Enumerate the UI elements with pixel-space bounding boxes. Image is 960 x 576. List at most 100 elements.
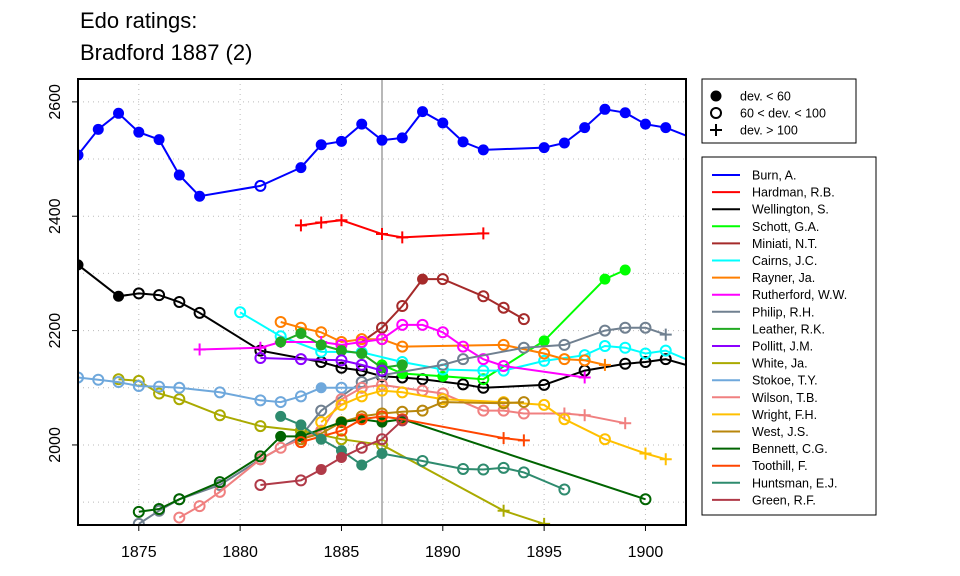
series-line bbox=[199, 323, 585, 379]
data-point-open bbox=[619, 357, 632, 370]
data-point-plus bbox=[254, 341, 267, 354]
plot-frame bbox=[77, 78, 687, 526]
data-point-open bbox=[639, 493, 652, 506]
axes: 1875 1880 1885 1890 1895 1900 2000 2200 2400 2600 bbox=[47, 84, 663, 561]
series-legend-label: Huntsman, E.J. bbox=[752, 476, 837, 490]
data-point-filled bbox=[315, 433, 327, 445]
data-point-open bbox=[558, 338, 571, 351]
data-point-filled bbox=[538, 335, 550, 347]
data-point-open bbox=[78, 371, 84, 384]
data-point-open bbox=[619, 341, 632, 354]
series-line bbox=[178, 383, 626, 519]
series-2 bbox=[78, 259, 686, 394]
data-point-open bbox=[254, 179, 267, 192]
data-point-filled bbox=[619, 264, 631, 276]
data-point-plus bbox=[294, 219, 307, 232]
data-point-filled bbox=[710, 90, 722, 102]
data-point-filled bbox=[295, 419, 307, 431]
data-point-open bbox=[92, 373, 105, 386]
data-point-filled bbox=[194, 190, 206, 202]
data-point-filled bbox=[477, 144, 489, 156]
data-point-open bbox=[294, 353, 307, 366]
data-point-open bbox=[376, 410, 388, 423]
series-legend-label: Wilson, T.B. bbox=[752, 391, 818, 405]
data-point-plus bbox=[598, 358, 611, 371]
data-point-filled bbox=[275, 410, 287, 422]
data-point-open bbox=[396, 300, 409, 313]
data-point-open bbox=[477, 463, 490, 476]
x-tick-label: 1890 bbox=[425, 544, 461, 561]
data-point-open bbox=[497, 301, 510, 314]
data-point-open bbox=[659, 344, 672, 357]
data-point-plus bbox=[335, 214, 348, 227]
data-point-open bbox=[497, 397, 510, 410]
data-point-open bbox=[436, 273, 449, 286]
series-11 bbox=[112, 373, 551, 525]
data-point-open bbox=[396, 414, 409, 427]
series-legend-label: Rayner, Ja. bbox=[752, 271, 815, 285]
data-point-open bbox=[355, 336, 368, 349]
series-legend-label: West, J.S. bbox=[752, 425, 809, 439]
series-legend-label: White, Ja. bbox=[752, 357, 808, 371]
series-legend-label: Wright, F.H. bbox=[752, 408, 817, 422]
series-3 bbox=[376, 264, 631, 386]
series-19 bbox=[254, 414, 409, 491]
data-point-open bbox=[294, 436, 307, 449]
data-point-open bbox=[376, 321, 388, 334]
data-point-filled bbox=[356, 347, 368, 359]
data-point-open bbox=[376, 384, 388, 397]
data-point-open bbox=[538, 398, 551, 411]
data-point-filled bbox=[315, 382, 327, 394]
data-point-open bbox=[274, 441, 287, 454]
series-legend-label: Wellington, S. bbox=[752, 203, 829, 217]
data-point-open bbox=[416, 454, 429, 467]
data-point-open bbox=[639, 321, 652, 334]
series-legend-label: Philip, R.H. bbox=[752, 305, 815, 319]
data-point-open bbox=[355, 390, 368, 403]
data-point-open bbox=[153, 380, 166, 393]
data-point-open bbox=[639, 347, 652, 360]
data-point-open bbox=[173, 493, 186, 506]
data-point-open bbox=[396, 318, 409, 331]
data-point-open bbox=[497, 360, 510, 373]
data-point-open bbox=[234, 306, 247, 319]
data-point-open bbox=[335, 433, 348, 446]
data-point-open bbox=[254, 478, 267, 491]
data-point-open bbox=[457, 340, 470, 353]
series-0 bbox=[78, 103, 686, 202]
data-point-filled bbox=[78, 259, 84, 271]
data-point-plus bbox=[578, 371, 591, 384]
data-point-filled bbox=[295, 162, 307, 174]
data-point-open bbox=[213, 386, 226, 399]
data-point-open bbox=[538, 347, 551, 360]
data-point-open bbox=[335, 424, 348, 437]
data-point-open bbox=[396, 340, 409, 353]
data-point-open bbox=[376, 333, 388, 346]
series-line bbox=[300, 401, 524, 441]
data-point-open bbox=[517, 313, 530, 326]
x-tick-label: 1885 bbox=[324, 544, 360, 561]
data-point-filled bbox=[376, 448, 388, 460]
data-point-open bbox=[254, 450, 267, 463]
marker-legend: dev. < 60 60 < dev. < 100 dev. > 100 bbox=[701, 78, 857, 144]
data-point-filled bbox=[538, 142, 550, 154]
data-point-open bbox=[315, 404, 328, 417]
data-point-open bbox=[639, 356, 652, 369]
data-point-open bbox=[355, 441, 368, 454]
data-point-open bbox=[173, 296, 186, 308]
data-point-plus bbox=[477, 227, 490, 240]
data-point-open bbox=[497, 461, 510, 474]
data-point-filled bbox=[376, 134, 388, 146]
data-point-open bbox=[132, 380, 145, 393]
data-point-plus bbox=[710, 124, 722, 136]
series-9 bbox=[275, 327, 408, 374]
x-tick-label: 1900 bbox=[628, 544, 664, 561]
data-point-filled bbox=[619, 107, 631, 119]
data-point-filled bbox=[558, 137, 570, 149]
data-point-filled bbox=[92, 123, 104, 135]
data-point-filled bbox=[173, 169, 185, 181]
chart-title-line-2: Bradford 1887 (2) bbox=[80, 40, 253, 65]
series-13 bbox=[173, 378, 632, 524]
data-point-open bbox=[294, 390, 307, 403]
data-point-plus bbox=[578, 409, 591, 422]
